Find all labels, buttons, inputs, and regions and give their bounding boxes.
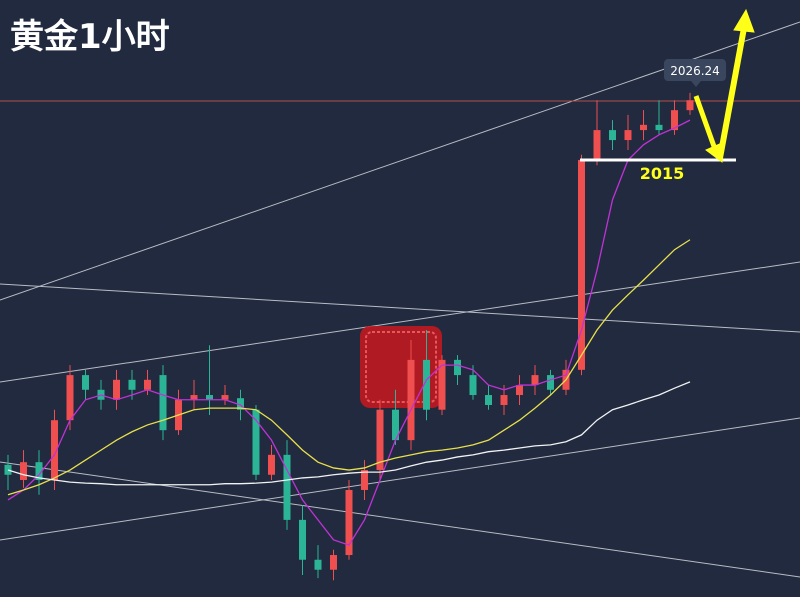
candle-body (283, 454, 291, 520)
seal-border (365, 331, 437, 403)
candle-body (624, 130, 632, 141)
trend-line (0, 461, 800, 578)
candle-body (640, 124, 647, 131)
price-label: 2026.24 (670, 64, 720, 78)
trend-line (0, 417, 800, 541)
candle-body (686, 100, 694, 111)
trend-line (0, 283, 800, 333)
candle-body (82, 375, 89, 390)
trend-line (0, 261, 800, 383)
candle-body (345, 489, 353, 556)
plot: 2015 2026.24 (0, 59, 800, 581)
candle-body (299, 519, 306, 560)
candle-body (221, 395, 229, 400)
support-label: 2015 (640, 164, 685, 183)
candle-body (485, 395, 492, 405)
candle-body (314, 559, 322, 570)
candle-body (671, 110, 678, 131)
seal-stamp (360, 326, 442, 408)
candle-body (35, 462, 43, 481)
price-badge (664, 59, 726, 82)
candle-body (237, 398, 244, 410)
arrow-head (733, 8, 755, 33)
candle-body (593, 130, 601, 161)
price-badge-pointer (691, 81, 701, 88)
candle-body (376, 409, 384, 471)
candle-body (113, 379, 120, 400)
candle-body (500, 395, 508, 405)
candle-body (438, 359, 446, 410)
candle-body (547, 375, 554, 390)
chart-title: 黄金1小时 (10, 17, 170, 57)
candle-body (128, 379, 136, 390)
candle-body (330, 555, 337, 570)
arrow-up (717, 27, 747, 159)
moving-average (7, 239, 691, 496)
candle-body (206, 395, 213, 400)
candle-body (268, 454, 275, 475)
candle-body (51, 420, 58, 481)
moving-average (7, 381, 691, 486)
candle-body (190, 395, 198, 400)
candle-body (531, 375, 539, 386)
candle-body (4, 464, 12, 475)
moving-average (7, 119, 691, 546)
arrows (693, 8, 755, 163)
candle-body (578, 160, 585, 370)
candle-body (469, 375, 477, 396)
candle-body (20, 462, 27, 481)
candle-body (392, 409, 399, 441)
seal (360, 326, 442, 408)
candle-body (655, 124, 663, 131)
candle-body (407, 359, 415, 441)
candle-body (144, 379, 151, 390)
candle-body (454, 359, 461, 376)
candle-body (252, 409, 260, 475)
candle-body (159, 375, 167, 431)
candle-body (609, 130, 616, 141)
candle-body (423, 359, 430, 410)
candle-body (66, 375, 74, 421)
candle-body (516, 385, 523, 396)
candle-body (361, 470, 368, 490)
arrow-down (693, 95, 719, 153)
